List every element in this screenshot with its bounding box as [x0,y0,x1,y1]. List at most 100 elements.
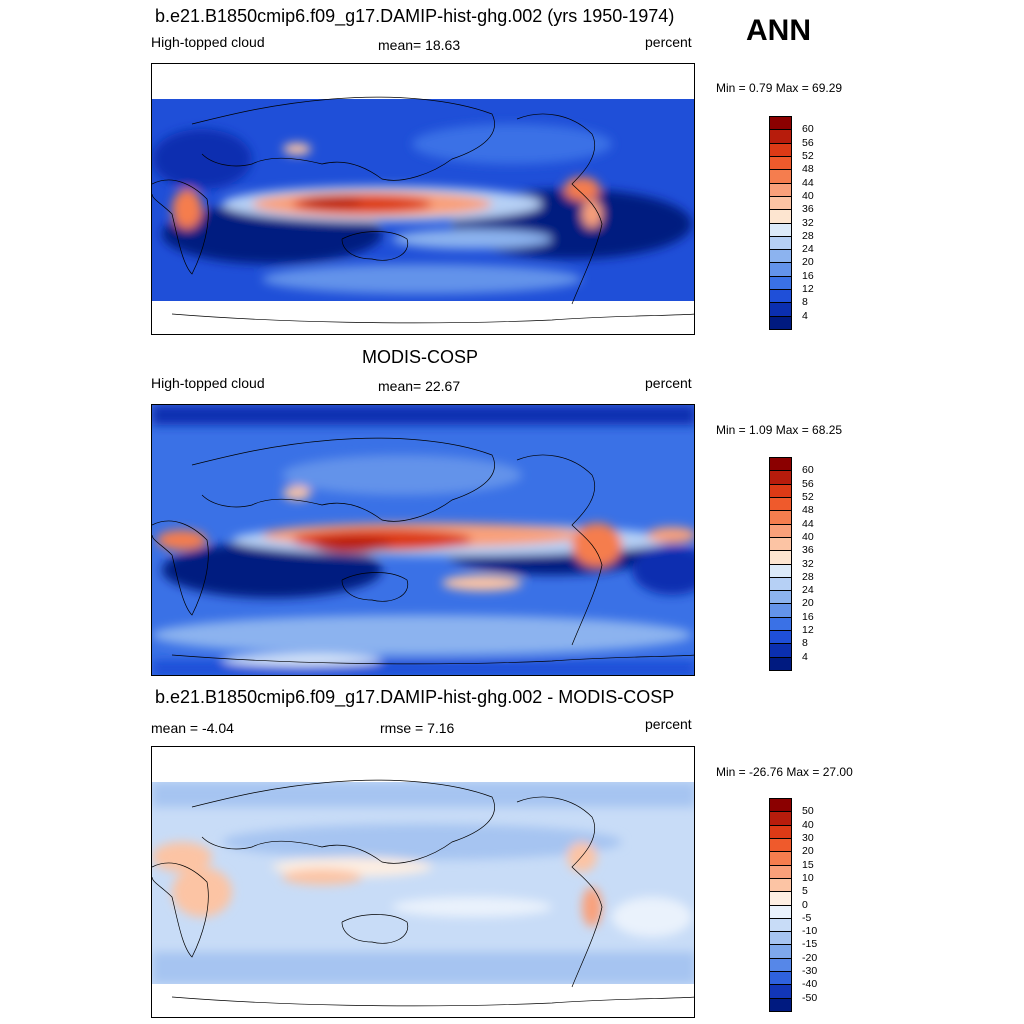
panel-3-mean-label: mean = -4.04 [151,720,234,736]
colorbar-label: 40 [802,530,814,543]
panel-2-units-label: percent [645,375,692,391]
colorbar-label: 8 [802,296,808,309]
colorbar-label: -5 [802,911,812,924]
colorbar-swatch [769,904,792,919]
panel-3-units-label: percent [645,716,692,732]
colorbar-label: 44 [802,176,814,189]
colorbar-label: 12 [802,283,814,296]
colorbar-swatch [769,249,792,264]
colorbar-label: 56 [802,477,814,490]
panel-2-mean-label: mean= 22.67 [378,378,461,394]
colorbar-swatch [769,510,792,525]
colorbar-label: 5 [802,885,808,898]
colorbar-label: 15 [802,858,814,871]
colorbar-swatch [769,971,792,986]
colorbar-swatch [769,837,792,853]
colorbar-swatch [769,824,792,839]
colorbar-label: 60 [802,464,814,477]
colorbar-label: 20 [802,597,814,610]
colorbar-label: 52 [802,490,814,503]
panel-1-map [151,63,695,335]
colorbar-swatch [769,891,792,906]
colorbar-label: 32 [802,557,814,570]
colorbar-swatch [769,129,792,144]
panel-3-title: b.e21.B1850cmip6.f09_g17.DAMIP-hist-ghg.… [155,687,675,707]
colorbar-label: 36 [802,544,814,557]
season-label: ANN [746,14,811,47]
panel-3-colorbar: 50 40 30 20 15 10 5 0 -5 -10 -15 -20 -30 -40 -50 [769,798,817,1012]
panel-3-minmax: Min = -26.76 Max = 27.00 [716,765,853,779]
colorbar-swatch [769,643,792,658]
colorbar-label: 48 [802,163,814,176]
colorbar-label: 56 [802,136,814,149]
colorbar-swatch [769,155,792,171]
colorbar-label: -40 [802,978,818,991]
panel-1-minmax: Min = 0.79 Max = 69.29 [716,81,843,95]
colorbar-swatch [769,931,792,946]
colorbar-label: 24 [802,243,814,256]
colorbar-label: -10 [802,925,818,938]
colorbar-swatch [769,630,792,645]
colorbar-swatch [769,523,792,538]
colorbar-swatch [769,576,792,592]
colorbar-label: 50 [802,805,814,818]
colorbar-label: 44 [802,517,814,530]
panel-2-colorbar: 60 56 52 48 44 40 36 32 28 24 20 16 12 8 4 [769,457,814,671]
panel-2-map [151,404,695,676]
panel-1-colorbar: 60 56 52 48 44 40 36 32 28 24 20 16 12 8 4 [769,116,814,330]
panel-1-mean-label: mean= 18.63 [378,37,461,53]
colorbar-swatch [769,811,792,826]
colorbar-label: 60 [802,123,814,136]
colorbar-swatch [769,536,792,552]
colorbar-swatch [769,957,792,973]
colorbar-swatch [769,209,792,224]
panel-2-variable-label: High-topped cloud [151,375,265,391]
colorbar-swatch [769,563,792,578]
colorbar-swatch [769,603,792,618]
panel-1-units-label: percent [645,34,692,50]
colorbar-label: 8 [802,637,808,650]
colorbar-label: 28 [802,570,814,583]
colorbar-label: 16 [802,610,814,623]
colorbar-swatch [769,917,792,933]
colorbar-swatch [769,302,792,317]
colorbar-label: 48 [802,504,814,517]
colorbar-swatch [769,496,792,512]
colorbar-label: -15 [802,938,818,951]
colorbar-swatch [769,457,792,472]
colorbar-swatch [769,262,792,277]
colorbar-label: -30 [802,965,818,978]
colorbar-swatch [769,142,792,157]
colorbar-label: -50 [802,991,818,1004]
colorbar-swatch [769,656,792,671]
colorbar-label: 30 [802,831,814,844]
colorbar-swatch [769,864,792,879]
colorbar-swatch [769,195,792,211]
colorbar-swatch [769,116,792,131]
colorbar-label: 28 [802,229,814,242]
panel-2-title: MODIS-COSP [362,347,479,367]
colorbar-swatch [769,798,792,813]
panel-2-minmax: Min = 1.09 Max = 68.25 [716,423,843,437]
colorbar-swatch [769,997,792,1012]
colorbar-label: 36 [802,203,814,216]
colorbar-swatch [769,470,792,485]
colorbar-swatch [769,275,792,291]
colorbar-label: 10 [802,871,814,884]
colorbar-label: 24 [802,584,814,597]
colorbar-label: 16 [802,269,814,282]
panel-1-title: b.e21.B1850cmip6.f09_g17.DAMIP-hist-ghg.… [155,6,675,26]
colorbar-label: 20 [802,256,814,269]
colorbar-label: 20 [802,845,814,858]
colorbar-label: -20 [802,951,818,964]
colorbar-swatch [769,550,792,565]
colorbar-swatch [769,851,792,866]
colorbar-swatch [769,289,792,304]
colorbar-swatch [769,877,792,893]
colorbar-swatch [769,182,792,197]
colorbar-swatch [769,483,792,498]
colorbar-swatch [769,616,792,632]
colorbar-swatch [769,590,792,605]
panel-1-variable-label: High-topped cloud [151,34,265,50]
colorbar-swatch [769,222,792,237]
